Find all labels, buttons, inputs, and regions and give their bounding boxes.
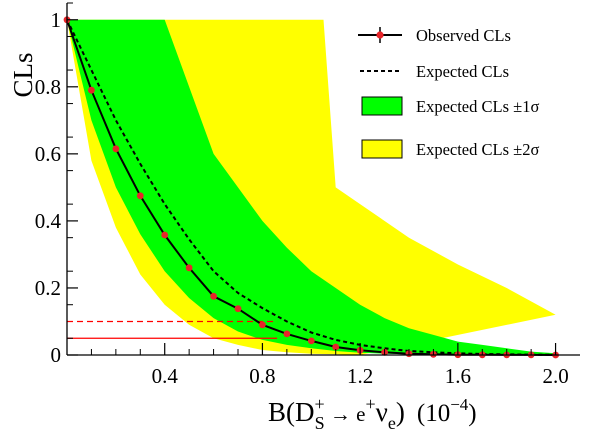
legend-entry-1sigma: Expected CLs ±1σ	[361, 96, 539, 116]
legend-entry-observed: Observed CLs	[358, 26, 511, 45]
bands-layer	[67, 19, 556, 356]
y-tick-label: 0.6	[35, 142, 61, 166]
observed-point	[234, 305, 242, 313]
expected-line	[66, 19, 556, 356]
legend-1sigma-label: Expected CLs ±1σ	[416, 97, 539, 116]
observed-point	[88, 86, 95, 94]
observed-point	[210, 292, 218, 300]
legend-entry-2sigma: Expected CLs ±2σ	[361, 139, 539, 159]
legend-2sigma-swatch	[361, 139, 403, 159]
y-tick-label: 0	[51, 343, 62, 367]
observed-point	[259, 321, 266, 329]
reference-lines	[67, 320, 278, 339]
x-axis-label: B(D+ S → e+νe) (10−4)	[268, 394, 477, 433]
legend-expected-label: Expected CLs	[416, 62, 509, 81]
legend-observed-label: Observed CLs	[416, 26, 511, 45]
y-tick-label: 0.4	[35, 209, 62, 233]
x-tick-label: 1.6	[445, 364, 471, 388]
y-tick-label: 1	[51, 8, 62, 32]
y-tick-label: 0.8	[35, 75, 61, 99]
legend-observed-marker	[376, 31, 384, 39]
observed-point	[112, 145, 120, 153]
legend: Observed CLs Expected CLs Expected CLs ±…	[358, 26, 539, 159]
legend-1sigma-swatch	[361, 96, 403, 116]
legend-entry-expected: Expected CLs	[360, 62, 509, 81]
axes-layer	[66, 3, 580, 356]
observed-point	[185, 264, 193, 272]
y-tick-label: 0.2	[35, 276, 61, 300]
observed-point	[332, 343, 340, 351]
ticks-layer: 0 0.2 0.4 0.6 0.8 1 0.4 0.8 1.2 1.6 2.0	[35, 2, 569, 388]
observed-point	[136, 192, 144, 200]
y-axis-label: CLs	[8, 52, 38, 97]
observed-point	[283, 330, 291, 338]
legend-2sigma-label: Expected CLs ±2σ	[416, 140, 539, 159]
band-1sigma	[67, 19, 556, 356]
x-tick-label: 2.0	[542, 364, 568, 388]
x-tick-label: 0.4	[152, 364, 179, 388]
observed-point	[307, 337, 315, 345]
x-tick-label: 1.2	[347, 364, 373, 388]
x-tick-label: 0.8	[249, 364, 275, 388]
observed-point	[161, 231, 169, 239]
